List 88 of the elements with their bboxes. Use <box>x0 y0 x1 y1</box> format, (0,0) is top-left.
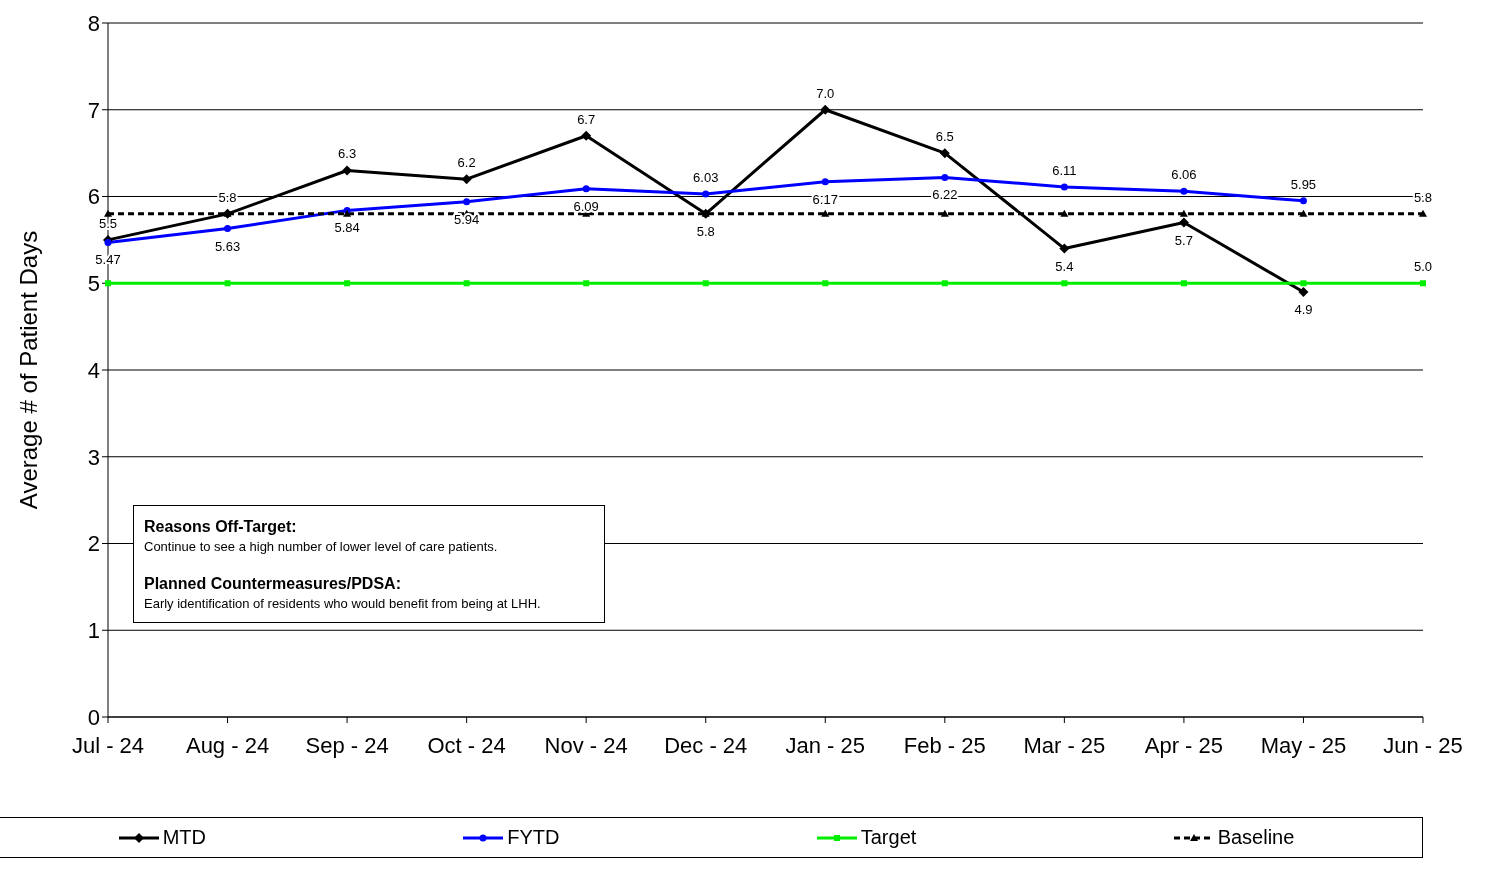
data-label: 6.11 <box>1052 162 1077 178</box>
point <box>224 225 232 233</box>
point <box>105 280 111 287</box>
legend-label: MTD <box>161 826 206 849</box>
data-label: 6.06 <box>1171 167 1197 183</box>
annotation: Continue to see a high number of lower level of care patients. <box>144 537 499 556</box>
y-tick-label: 5 <box>87 271 100 297</box>
y-tick-label: 3 <box>87 444 100 470</box>
point <box>1060 183 1068 191</box>
annotation: Reasons Off-Target: <box>144 517 298 537</box>
data-label: 6.3 <box>338 146 357 162</box>
x-tick-label: Mar - 25 <box>1023 732 1106 758</box>
point <box>582 185 590 193</box>
x-tick-label: Aug - 24 <box>185 732 270 758</box>
data-label: 5.47 <box>95 252 121 268</box>
x-tick-label: Jan - 25 <box>785 732 866 758</box>
point <box>1420 280 1426 287</box>
data-label: 6.09 <box>573 198 599 214</box>
point <box>939 148 950 159</box>
point <box>1299 209 1308 217</box>
x-tick-label: Oct - 24 <box>427 732 506 758</box>
point <box>342 165 353 176</box>
point <box>1180 280 1187 287</box>
y-axis-title: Average # of Patient Days <box>14 230 42 510</box>
data-label: 6.7 <box>577 111 596 127</box>
x-tick-label: Jul - 24 <box>71 732 145 758</box>
point <box>1178 217 1189 228</box>
annotation: Planned Countermeasures/PDSA: <box>144 574 402 595</box>
y-tick-label: 0 <box>87 704 100 730</box>
data-label: 6.2 <box>457 155 476 171</box>
point <box>1180 187 1188 195</box>
y-tick-label: 8 <box>87 10 100 36</box>
data-label: 5.0 <box>1413 259 1433 275</box>
data-label: 6.03 <box>693 169 719 185</box>
point <box>583 280 590 287</box>
point <box>104 209 112 217</box>
x-tick-label: Nov - 24 <box>544 732 628 758</box>
legend-label: FYTD <box>506 826 560 849</box>
data-label: 5.7 <box>1174 232 1193 248</box>
point <box>1179 209 1188 217</box>
point <box>1061 280 1068 287</box>
point <box>104 238 112 246</box>
point <box>702 190 710 198</box>
x-tick-label: Dec - 24 <box>664 732 748 758</box>
x-tick-label: Sep - 24 <box>305 732 389 758</box>
point <box>1419 209 1427 217</box>
data-label: 5.95 <box>1290 176 1317 192</box>
legend-label: Target <box>859 826 917 849</box>
y-tick-label: 4 <box>87 357 100 383</box>
data-label: 4.9 <box>1294 301 1313 317</box>
point <box>581 130 592 141</box>
data-label: 7.0 <box>816 85 835 101</box>
point <box>1298 286 1309 297</box>
data-label: 5.8 <box>1413 189 1433 205</box>
point <box>463 198 471 206</box>
y-tick-label: 6 <box>87 184 100 210</box>
point <box>941 280 948 287</box>
data-label: 5.84 <box>334 220 360 236</box>
x-tick-label: Feb - 25 <box>903 732 986 758</box>
data-label: 5.5 <box>98 215 118 231</box>
point <box>941 173 949 181</box>
y-tick-label: 2 <box>87 531 100 557</box>
data-label: 5.8 <box>696 223 715 239</box>
point <box>1300 280 1307 287</box>
point <box>344 280 351 287</box>
legend-label: Baseline <box>1216 826 1295 849</box>
point <box>822 280 829 287</box>
point <box>821 209 830 217</box>
point <box>821 178 829 186</box>
point <box>820 104 831 115</box>
y-tick-label: 7 <box>87 97 100 123</box>
point <box>224 280 231 287</box>
data-label: 5.94 <box>453 211 480 227</box>
point <box>1059 243 1070 254</box>
x-tick-label: May - 25 <box>1260 732 1347 758</box>
point <box>702 280 709 287</box>
y-tick-label: 1 <box>87 618 100 644</box>
point <box>1299 197 1307 205</box>
point <box>463 280 470 287</box>
x-tick-label: Apr - 25 <box>1144 732 1224 758</box>
annotation: Early identification of residents who would benefit from being at LHH. <box>144 594 542 613</box>
data-label: 5.63 <box>214 238 241 254</box>
point <box>461 174 472 185</box>
data-label: 6.5 <box>935 129 954 145</box>
data-label: 5.4 <box>1055 258 1074 274</box>
x-tick-label: Jun - 25 <box>1383 732 1463 758</box>
point <box>940 209 949 217</box>
point <box>1060 209 1069 217</box>
